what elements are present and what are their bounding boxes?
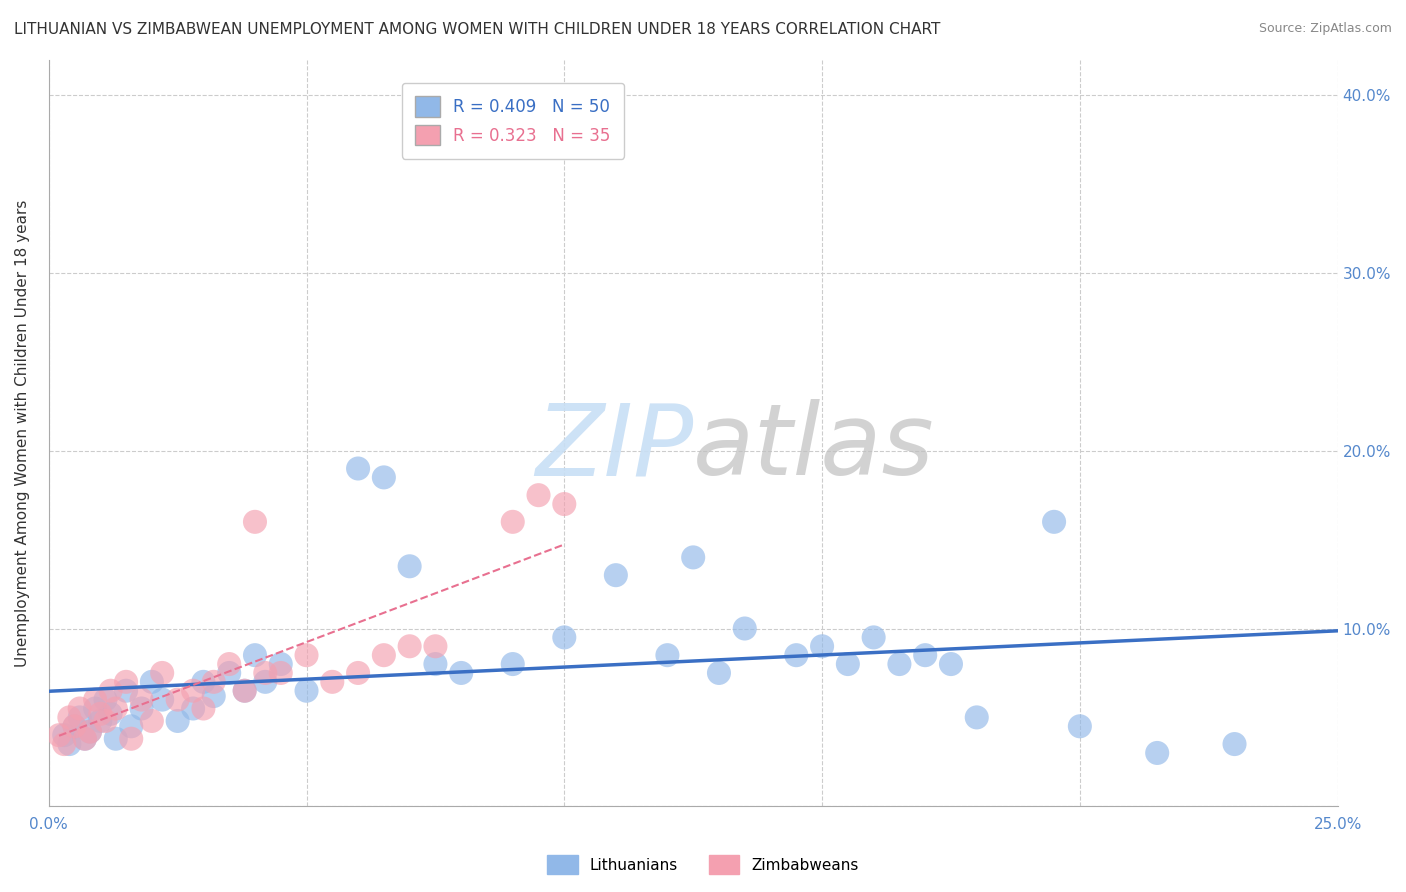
Point bbox=[1069, 719, 1091, 733]
Point bbox=[295, 648, 318, 662]
Point bbox=[120, 731, 142, 746]
Point bbox=[347, 665, 370, 680]
Text: atlas: atlas bbox=[693, 400, 935, 496]
Point bbox=[58, 710, 80, 724]
Point bbox=[707, 665, 730, 680]
Point bbox=[63, 719, 86, 733]
Point bbox=[84, 692, 107, 706]
Point bbox=[862, 631, 884, 645]
Point bbox=[295, 683, 318, 698]
Point bbox=[837, 657, 859, 671]
Point bbox=[53, 728, 76, 742]
Point bbox=[605, 568, 627, 582]
Point bbox=[553, 497, 575, 511]
Point bbox=[58, 737, 80, 751]
Point bbox=[63, 719, 86, 733]
Point bbox=[181, 683, 204, 698]
Point bbox=[115, 674, 138, 689]
Point bbox=[553, 631, 575, 645]
Point bbox=[450, 665, 472, 680]
Point bbox=[79, 724, 101, 739]
Point bbox=[398, 559, 420, 574]
Point bbox=[785, 648, 807, 662]
Point bbox=[193, 674, 215, 689]
Point bbox=[321, 674, 343, 689]
Point bbox=[141, 674, 163, 689]
Point bbox=[202, 689, 225, 703]
Point bbox=[115, 683, 138, 698]
Point bbox=[939, 657, 962, 671]
Point bbox=[150, 692, 173, 706]
Point bbox=[100, 683, 122, 698]
Point bbox=[254, 665, 277, 680]
Point bbox=[657, 648, 679, 662]
Point bbox=[181, 701, 204, 715]
Legend: R = 0.409   N = 50, R = 0.323   N = 35: R = 0.409 N = 50, R = 0.323 N = 35 bbox=[402, 83, 624, 159]
Point bbox=[682, 550, 704, 565]
Point bbox=[150, 665, 173, 680]
Point bbox=[94, 714, 117, 728]
Point bbox=[100, 706, 122, 721]
Point bbox=[202, 674, 225, 689]
Point bbox=[141, 714, 163, 728]
Point bbox=[373, 648, 395, 662]
Point bbox=[79, 724, 101, 739]
Text: LITHUANIAN VS ZIMBABWEAN UNEMPLOYMENT AMONG WOMEN WITH CHILDREN UNDER 18 YEARS C: LITHUANIAN VS ZIMBABWEAN UNEMPLOYMENT AM… bbox=[14, 22, 941, 37]
Point bbox=[166, 714, 188, 728]
Point bbox=[131, 692, 153, 706]
Point bbox=[425, 640, 447, 654]
Point bbox=[53, 737, 76, 751]
Point bbox=[233, 683, 256, 698]
Point bbox=[254, 674, 277, 689]
Point bbox=[270, 665, 292, 680]
Point bbox=[94, 692, 117, 706]
Point bbox=[734, 622, 756, 636]
Point bbox=[84, 701, 107, 715]
Legend: Lithuanians, Zimbabweans: Lithuanians, Zimbabweans bbox=[541, 849, 865, 880]
Point bbox=[373, 470, 395, 484]
Point bbox=[131, 701, 153, 715]
Point bbox=[48, 728, 70, 742]
Point bbox=[104, 701, 127, 715]
Point bbox=[218, 657, 240, 671]
Point bbox=[233, 683, 256, 698]
Point bbox=[914, 648, 936, 662]
Point bbox=[889, 657, 911, 671]
Point bbox=[1146, 746, 1168, 760]
Text: Source: ZipAtlas.com: Source: ZipAtlas.com bbox=[1258, 22, 1392, 36]
Point bbox=[502, 515, 524, 529]
Point bbox=[120, 719, 142, 733]
Point bbox=[527, 488, 550, 502]
Point bbox=[398, 640, 420, 654]
Point bbox=[166, 692, 188, 706]
Point bbox=[89, 706, 111, 721]
Point bbox=[69, 701, 91, 715]
Point bbox=[193, 701, 215, 715]
Point bbox=[104, 731, 127, 746]
Point bbox=[1043, 515, 1066, 529]
Point bbox=[73, 731, 96, 746]
Point bbox=[347, 461, 370, 475]
Point bbox=[218, 665, 240, 680]
Point bbox=[243, 648, 266, 662]
Point bbox=[270, 657, 292, 671]
Point bbox=[811, 640, 834, 654]
Point bbox=[89, 714, 111, 728]
Point bbox=[1223, 737, 1246, 751]
Text: ZIP: ZIP bbox=[534, 400, 693, 496]
Point bbox=[73, 731, 96, 746]
Point bbox=[502, 657, 524, 671]
Y-axis label: Unemployment Among Women with Children Under 18 years: Unemployment Among Women with Children U… bbox=[15, 199, 30, 666]
Point bbox=[69, 710, 91, 724]
Point bbox=[243, 515, 266, 529]
Point bbox=[966, 710, 988, 724]
Point bbox=[425, 657, 447, 671]
